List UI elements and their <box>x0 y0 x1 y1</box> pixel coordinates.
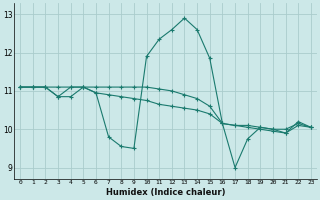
X-axis label: Humidex (Indice chaleur): Humidex (Indice chaleur) <box>106 188 225 197</box>
